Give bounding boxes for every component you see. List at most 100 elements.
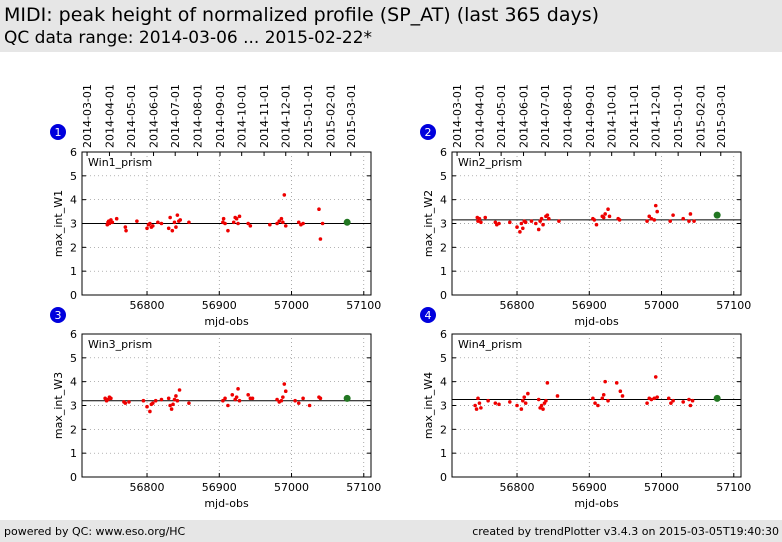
data-point (282, 193, 287, 197)
y-tick-label: 3 (440, 400, 447, 413)
data-point (223, 221, 227, 226)
data-point (234, 216, 239, 221)
data-point (187, 220, 191, 225)
y-tick-label: 0 (440, 471, 447, 484)
data-point (175, 398, 180, 403)
x-tick-label: 56900 (572, 481, 607, 494)
latest-point (343, 394, 351, 402)
data-point (159, 221, 164, 226)
data-point (174, 225, 178, 229)
data-point (692, 219, 696, 223)
data-point (687, 397, 691, 402)
x-tick-label: 57000 (274, 299, 309, 312)
data-point (279, 398, 284, 403)
y-axis-label: max_int_W2 (422, 190, 435, 257)
top-date-label: 2015-01-01 (672, 84, 685, 148)
data-point (518, 230, 522, 234)
top-date-label: 2014-05-01 (125, 84, 138, 148)
data-point (666, 396, 671, 401)
x-tick-label: 56800 (130, 481, 165, 494)
data-point (681, 216, 685, 221)
panel-label: Win4_prism (458, 338, 522, 351)
data-point (301, 396, 305, 401)
data-point (536, 227, 541, 232)
y-tick-label: 6 (440, 146, 447, 159)
data-point (127, 400, 131, 404)
data-point (603, 212, 607, 216)
data-point (557, 219, 561, 223)
data-point (246, 221, 250, 226)
data-point (277, 219, 282, 223)
y-axis-label: max_int_W4 (422, 372, 435, 439)
data-point (515, 225, 519, 229)
data-point (135, 219, 139, 223)
data-point (539, 216, 544, 221)
y-tick-label: 0 (70, 289, 77, 302)
x-tick-label: 56800 (500, 481, 535, 494)
x-tick-label: 56900 (202, 299, 237, 312)
panel-number-badge (50, 307, 66, 323)
data-point (476, 396, 480, 401)
top-date-label: 2014-09-01 (214, 84, 227, 148)
data-point (107, 221, 112, 226)
page-subtitle: QC data range: 2014-03-06 ... 2015-02-22… (4, 28, 373, 48)
data-point (174, 394, 178, 398)
top-date-label: 2014-07-01 (539, 84, 552, 148)
data-point (282, 382, 287, 386)
top-date-label: 2014-12-01 (650, 84, 663, 148)
data-point (123, 225, 128, 229)
footer-bar: powered by QC: www.eso.org/HC created by… (0, 520, 782, 542)
x-tick-label: 57000 (644, 299, 679, 312)
data-point (234, 395, 239, 399)
data-point (508, 400, 512, 404)
top-date-label: 2015-02-01 (695, 84, 708, 148)
data-point (275, 397, 279, 402)
top-date-label: 2015-02-01 (325, 84, 338, 148)
page-title: MIDI: peak height of normalized profile … (4, 4, 600, 26)
data-point (170, 228, 175, 233)
data-point (645, 219, 649, 223)
data-point (681, 400, 685, 404)
data-point (555, 394, 560, 398)
x-tick-label: 56800 (500, 299, 535, 312)
y-tick-label: 0 (70, 471, 77, 484)
data-point (318, 396, 323, 401)
data-point (645, 401, 649, 405)
data-point (141, 398, 146, 403)
y-axis-label: max_int_W3 (52, 372, 65, 439)
data-point (250, 396, 255, 401)
top-date-label: 2015-03-01 (345, 84, 358, 148)
data-point (109, 396, 113, 401)
data-point (479, 220, 483, 225)
top-date-label: 2014-08-01 (192, 84, 205, 148)
y-tick-label: 5 (70, 352, 77, 365)
data-point (230, 392, 235, 397)
panel-number-badge (50, 124, 66, 140)
data-point (177, 388, 182, 392)
y-tick-label: 4 (70, 194, 77, 207)
y-tick-label: 5 (440, 352, 447, 365)
data-point (486, 398, 490, 403)
data-point (168, 215, 172, 220)
y-tick-label: 6 (70, 146, 77, 159)
data-point (237, 214, 242, 219)
data-point (606, 398, 610, 403)
data-point (594, 222, 599, 227)
top-date-label: 2014-08-01 (562, 84, 575, 148)
data-point (283, 224, 288, 228)
data-point (124, 228, 128, 233)
data-point (541, 222, 545, 227)
data-point (541, 407, 545, 411)
data-point (148, 221, 152, 226)
data-point (175, 213, 180, 217)
top-date-label: 2014-11-01 (628, 84, 641, 148)
top-date-label: 2014-06-01 (518, 84, 531, 148)
data-point (497, 221, 501, 226)
top-date-label: 2014-03-01 (451, 84, 464, 148)
top-date-label: 2014-03-01 (81, 84, 94, 148)
data-point (601, 215, 606, 220)
data-point (248, 224, 253, 228)
data-point (688, 403, 693, 408)
data-point (145, 404, 149, 409)
x-tick-label: 56900 (202, 481, 237, 494)
